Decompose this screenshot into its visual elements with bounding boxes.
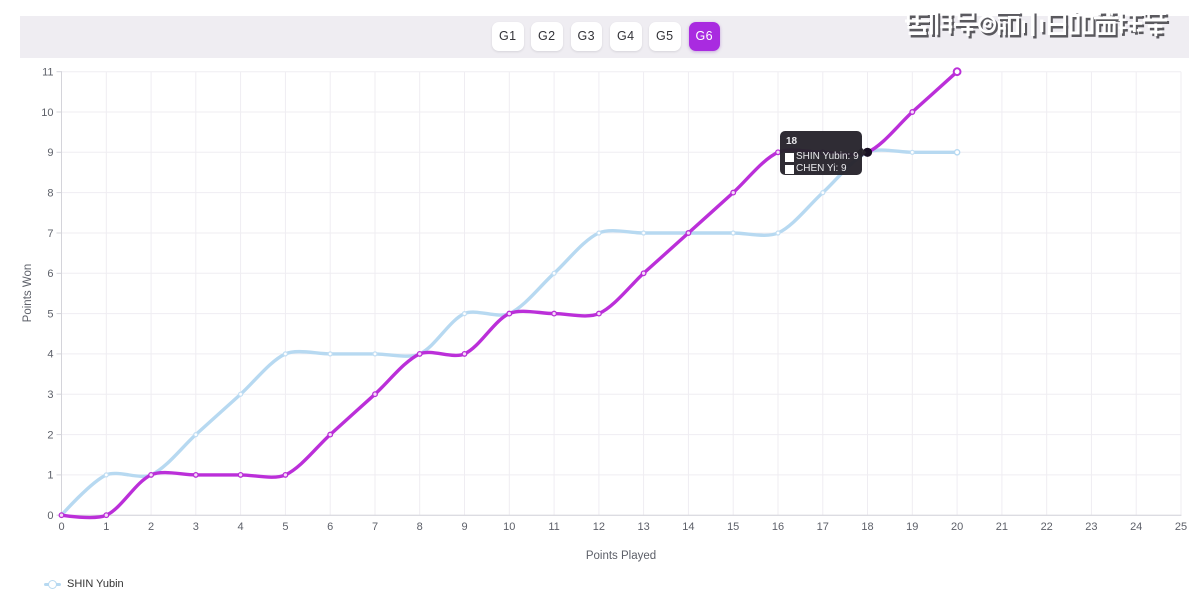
svg-text:6: 6 [47,268,53,280]
svg-text:13: 13 [637,521,649,533]
svg-text:25: 25 [1175,521,1187,533]
svg-text:16: 16 [772,521,784,533]
svg-text:Points Won: Points Won [22,264,34,323]
svg-text:3: 3 [193,521,199,533]
svg-text:5: 5 [47,308,53,320]
svg-text:12: 12 [593,521,605,533]
svg-text:4: 4 [47,349,53,361]
svg-text:8: 8 [417,521,423,533]
svg-text:8: 8 [47,187,53,199]
svg-text:2: 2 [47,429,53,441]
svg-text:11: 11 [42,67,53,79]
svg-text:7: 7 [47,228,53,240]
svg-text:1: 1 [47,470,53,482]
svg-text:22: 22 [1041,521,1053,533]
svg-text:7: 7 [372,521,378,533]
svg-text:17: 17 [817,521,829,533]
svg-text:20: 20 [951,521,963,533]
svg-text:23: 23 [1085,521,1097,533]
svg-text:0: 0 [58,521,64,533]
svg-text:5: 5 [282,521,288,533]
svg-text:6: 6 [327,521,333,533]
svg-text:2: 2 [148,521,154,533]
svg-text:Points Played: Points Played [586,550,656,562]
svg-text:4: 4 [238,521,244,533]
svg-text:18: 18 [861,521,873,533]
svg-text:11: 11 [548,521,559,533]
svg-text:0: 0 [47,510,53,522]
svg-text:14: 14 [682,521,694,533]
svg-text:24: 24 [1130,521,1142,533]
svg-text:9: 9 [461,521,467,533]
svg-text:9: 9 [47,147,53,159]
svg-text:21: 21 [996,521,1008,533]
svg-text:3: 3 [47,389,53,401]
svg-text:15: 15 [727,521,739,533]
svg-text:19: 19 [906,521,918,533]
svg-text:1: 1 [103,521,109,533]
svg-text:10: 10 [503,521,515,533]
svg-text:10: 10 [41,107,53,119]
